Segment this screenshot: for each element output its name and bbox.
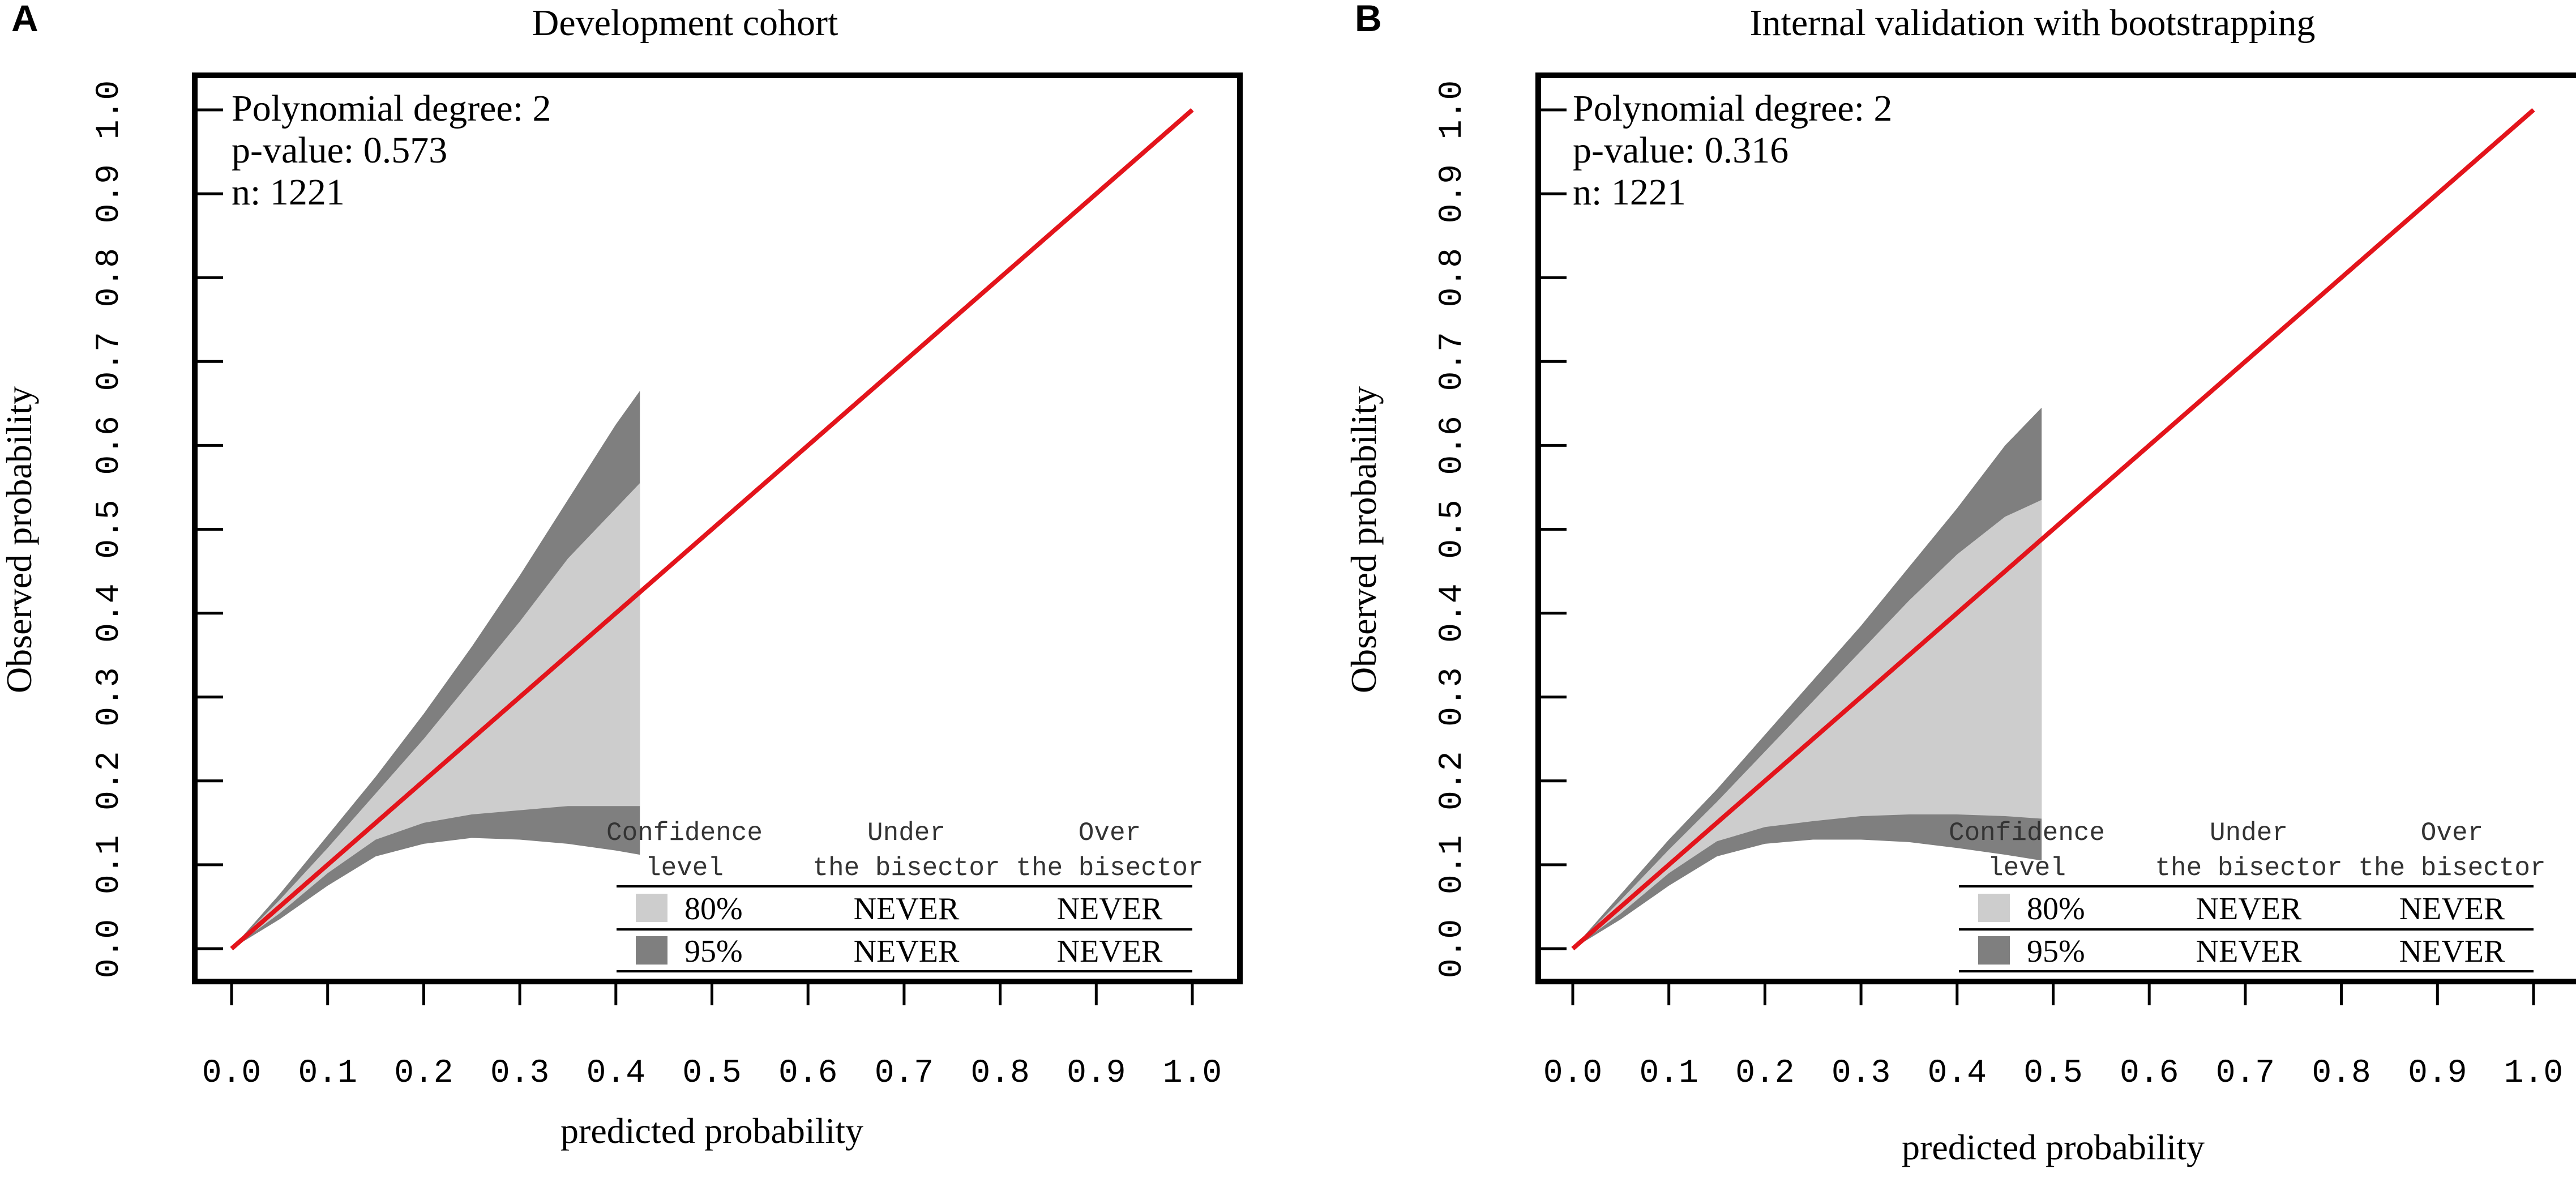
chart-title: Development cohort bbox=[532, 2, 838, 44]
y-tick-label: 0.2 bbox=[1434, 752, 1471, 810]
legend-header: Confidence bbox=[606, 818, 763, 848]
legend-header: level bbox=[645, 854, 724, 883]
info-line: Polynomial degree: 2 bbox=[232, 88, 551, 129]
y-tick-label: 0.1 bbox=[1434, 835, 1471, 894]
x-tick-label: 0.6 bbox=[778, 1055, 837, 1092]
calibration-panel-a: A Development cohort 0.0 0.1 0.2 0.3 0.4 0.5 0.6… bbox=[0, 0, 1243, 1151]
legend-header: Under bbox=[867, 818, 945, 848]
y-tick-label: 1.0 bbox=[1434, 80, 1471, 139]
legend-over: NEVER bbox=[2399, 891, 2505, 927]
legend-swatch bbox=[1978, 936, 2010, 965]
legend-header: level bbox=[1988, 854, 2066, 883]
y-tick-label: 0.8 bbox=[91, 248, 128, 307]
info-line: p-value: 0.573 bbox=[232, 130, 447, 171]
x-tick-label: 0.7 bbox=[2216, 1055, 2275, 1092]
legend-swatch bbox=[636, 894, 667, 922]
x-tick-label: 0.0 bbox=[202, 1055, 261, 1092]
x-tick-label: 1.0 bbox=[2504, 1055, 2563, 1092]
y-tick-label: 0.2 bbox=[91, 752, 128, 810]
y-tick-label: 0.3 bbox=[91, 667, 128, 726]
y-tick-label: 0.5 bbox=[91, 500, 128, 558]
legend-swatch bbox=[636, 936, 667, 965]
chart-title: Internal validation with bootstrapping bbox=[1750, 2, 2316, 44]
legend-under: NEVER bbox=[854, 891, 960, 927]
plot-frame bbox=[192, 72, 1243, 984]
legend-header: Over bbox=[1079, 818, 1141, 848]
y-tick-label: 0.7 bbox=[91, 332, 128, 391]
y-tick-label: 0.4 bbox=[1434, 583, 1471, 642]
x-tick-label: 0.9 bbox=[2408, 1055, 2467, 1092]
x-tick-label: 0.9 bbox=[1067, 1055, 1126, 1092]
y-tick-label: 0.5 bbox=[1434, 500, 1471, 558]
legend-under: NEVER bbox=[2196, 934, 2302, 969]
legend-over: NEVER bbox=[2399, 934, 2505, 969]
calibration-panel-b: B Internal validation with bootstrapping 0… bbox=[1343, 0, 2576, 1167]
x-tick-label: 0.8 bbox=[970, 1055, 1029, 1092]
bisector-line bbox=[1571, 108, 2535, 951]
bisector-line bbox=[230, 108, 1194, 951]
x-tick-label: 0.1 bbox=[298, 1055, 357, 1092]
legend-header: the bisector bbox=[2155, 854, 2342, 883]
x-tick-label: 0.0 bbox=[1543, 1055, 1602, 1092]
y-axis-title: Observed probability bbox=[1343, 386, 1384, 693]
x-tick-label: 0.4 bbox=[587, 1055, 645, 1092]
y-tick-label: 0.9 bbox=[91, 164, 128, 223]
legend-header: the bisector bbox=[1016, 854, 1203, 883]
legend-under: NEVER bbox=[854, 934, 960, 969]
y-tick-label: 0.4 bbox=[91, 583, 128, 642]
x-tick-label: 0.1 bbox=[1639, 1055, 1698, 1092]
x-tick-label: 1.0 bbox=[1163, 1055, 1222, 1092]
x-tick-label: 0.7 bbox=[875, 1055, 934, 1092]
x-tick-label: 0.3 bbox=[1832, 1055, 1890, 1092]
y-tick-label: 0.1 bbox=[91, 835, 128, 894]
info-line: n: 1221 bbox=[1573, 172, 1686, 213]
info-line: Polynomial degree: 2 bbox=[1573, 88, 1893, 129]
y-axis-title: Observed probability bbox=[0, 386, 39, 693]
legend-level: 95% bbox=[684, 934, 743, 969]
x-tick-label: 0.5 bbox=[682, 1055, 741, 1092]
legend-swatch bbox=[1978, 894, 2010, 922]
panel-label: A bbox=[11, 0, 38, 39]
x-tick-label: 0.4 bbox=[1928, 1055, 1987, 1092]
legend-level: 95% bbox=[2027, 934, 2085, 969]
legend-header: Under bbox=[2210, 818, 2288, 848]
x-axis-title: predicted probability bbox=[560, 1111, 863, 1151]
y-tick-label: 0.6 bbox=[91, 416, 128, 475]
legend-header: Confidence bbox=[1949, 818, 2105, 848]
y-tick-label: 0.6 bbox=[1434, 416, 1471, 475]
legend-header: Over bbox=[2421, 818, 2483, 848]
x-tick-label: 0.2 bbox=[1735, 1055, 1794, 1092]
ci80-band bbox=[1573, 500, 2042, 949]
legend-under: NEVER bbox=[2196, 891, 2302, 927]
y-tick-label: 0.0 bbox=[91, 919, 128, 978]
y-tick-label: 1.0 bbox=[91, 80, 128, 139]
y-tick-label: 0.0 bbox=[1434, 919, 1471, 978]
legend-over: NEVER bbox=[1057, 891, 1163, 927]
info-line: n: 1221 bbox=[232, 172, 345, 213]
x-tick-label: 0.6 bbox=[2120, 1055, 2179, 1092]
x-axis-title: predicted probability bbox=[1902, 1127, 2205, 1167]
panel-label: B bbox=[1355, 0, 1382, 39]
y-tick-label: 0.3 bbox=[1434, 667, 1471, 726]
x-tick-label: 0.3 bbox=[490, 1055, 549, 1092]
x-tick-label: 0.5 bbox=[2023, 1055, 2082, 1092]
legend-header: the bisector bbox=[812, 854, 1000, 883]
legend-over: NEVER bbox=[1057, 934, 1163, 969]
plot-frame bbox=[1535, 72, 2576, 984]
y-tick-label: 0.8 bbox=[1434, 248, 1471, 307]
y-tick-label: 0.9 bbox=[1434, 164, 1471, 223]
legend-level: 80% bbox=[2027, 891, 2085, 927]
ci80-band bbox=[232, 483, 640, 949]
legend-level: 80% bbox=[684, 891, 743, 927]
ci95-band bbox=[232, 391, 640, 949]
y-tick-label: 0.7 bbox=[1434, 332, 1471, 391]
legend-header: the bisector bbox=[2358, 854, 2545, 883]
x-tick-label: 0.2 bbox=[394, 1055, 453, 1092]
info-line: p-value: 0.316 bbox=[1573, 130, 1788, 171]
x-tick-label: 0.8 bbox=[2312, 1055, 2370, 1092]
